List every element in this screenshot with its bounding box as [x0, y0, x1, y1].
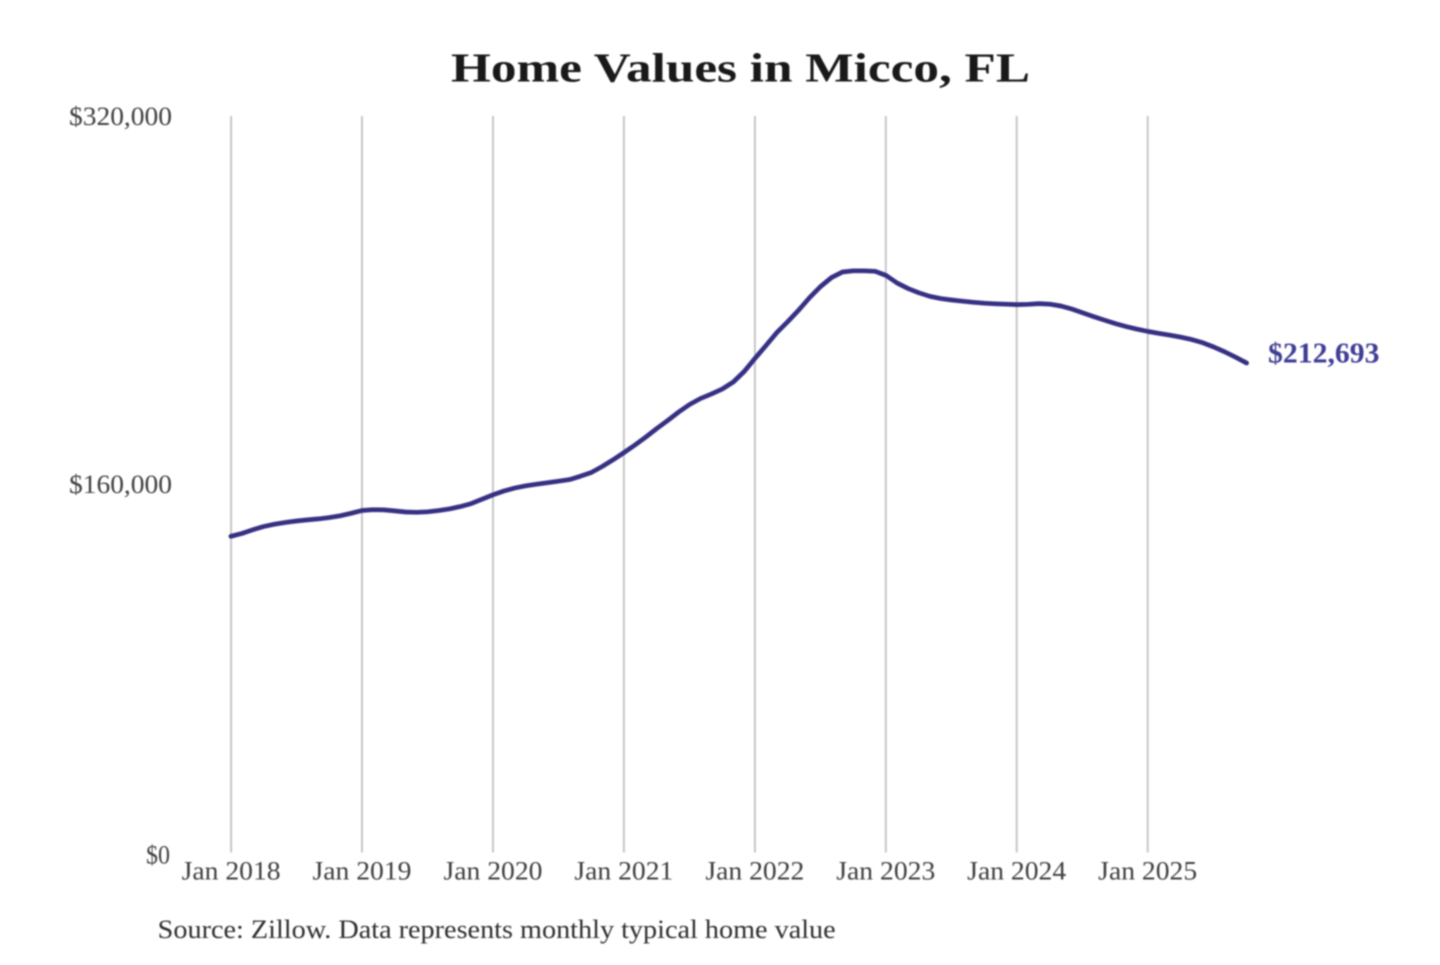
svg-text:Source: Zillow. Data represent: Source: Zillow. Data represents monthly …: [158, 914, 836, 944]
svg-text:Home Values in Micco, FL: Home Values in Micco, FL: [451, 44, 1030, 90]
svg-text:$0: $0: [146, 840, 170, 869]
svg-text:Jan 2023: Jan 2023: [836, 857, 935, 886]
svg-text:$320,000: $320,000: [69, 102, 172, 131]
svg-text:Jan 2018: Jan 2018: [182, 857, 281, 886]
svg-text:$160,000: $160,000: [69, 470, 172, 499]
svg-text:Jan 2019: Jan 2019: [313, 857, 412, 886]
svg-text:Jan 2020: Jan 2020: [444, 857, 543, 886]
svg-text:Jan 2025: Jan 2025: [1098, 857, 1197, 886]
svg-text:Jan 2021: Jan 2021: [574, 857, 673, 886]
svg-text:Jan 2024: Jan 2024: [967, 857, 1066, 886]
svg-text:Jan 2022: Jan 2022: [705, 857, 804, 886]
svg-text:$212,693: $212,693: [1268, 339, 1380, 370]
